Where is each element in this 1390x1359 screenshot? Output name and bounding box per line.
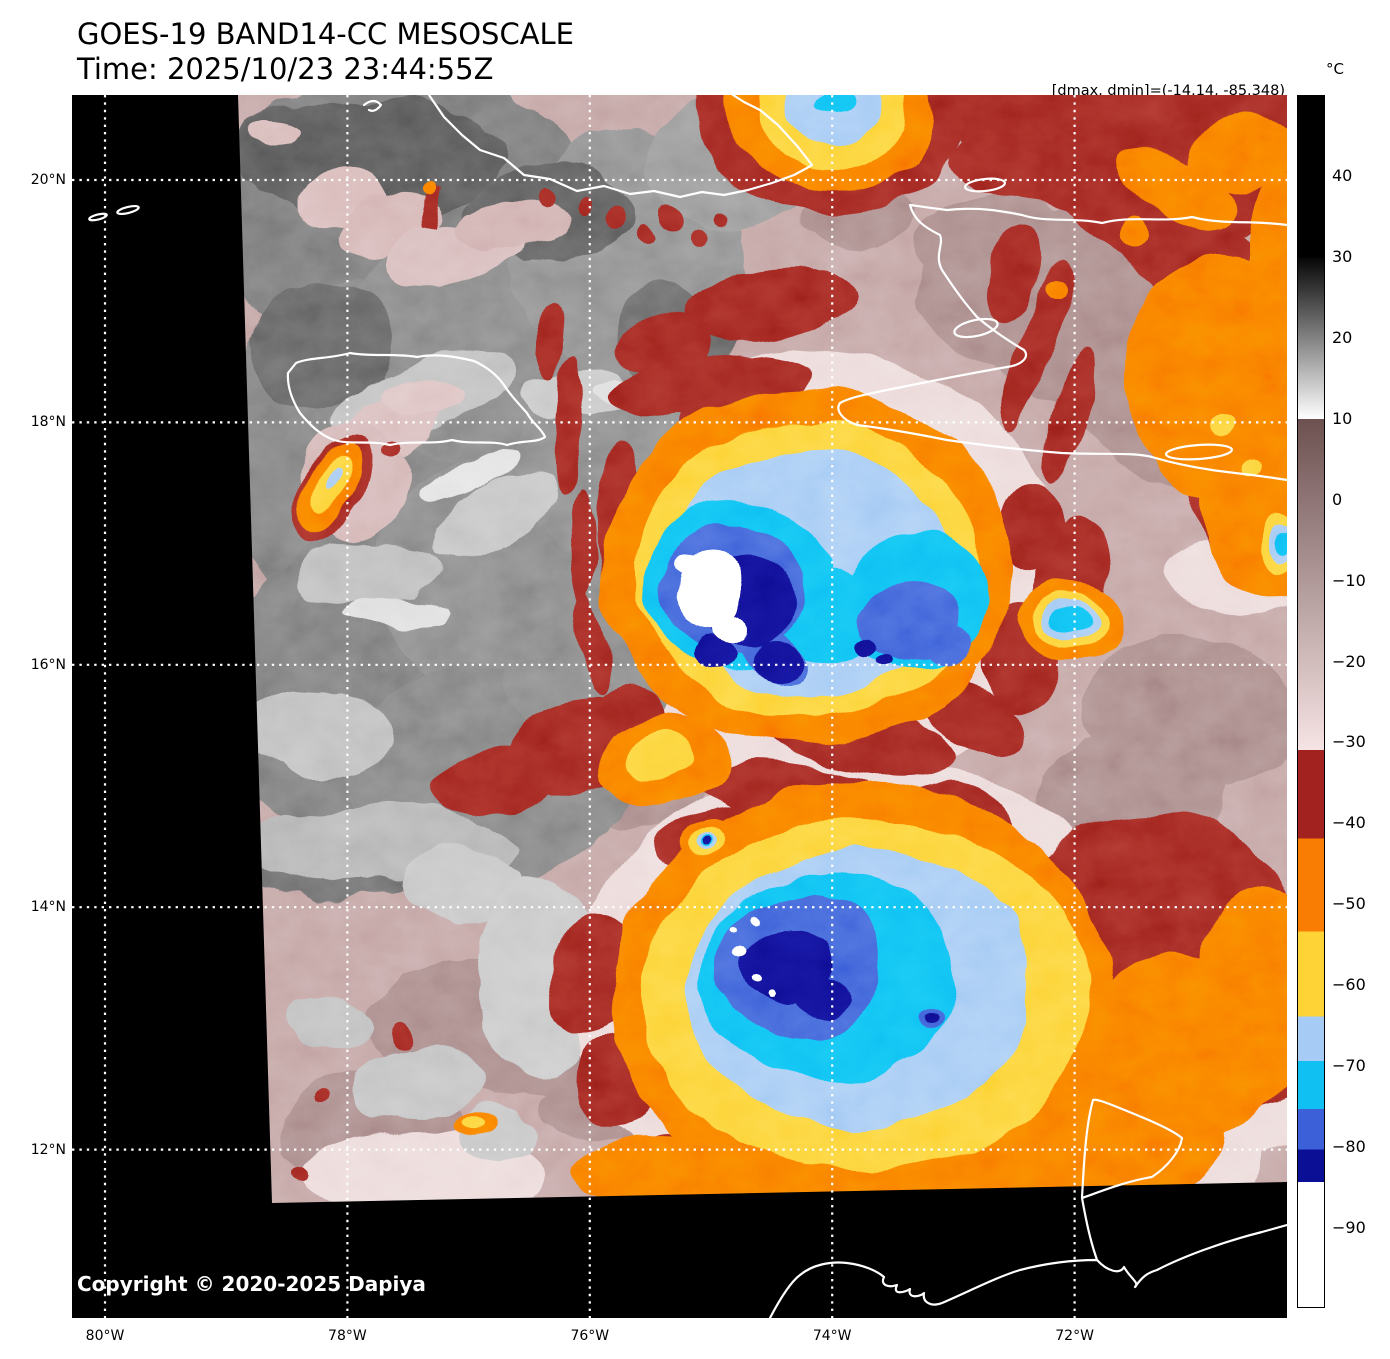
lon-axis-label: 74°W (812, 1328, 852, 1344)
coastline-cuba-cay (362, 99, 383, 112)
lat-axis-label: 12°N (30, 1141, 66, 1158)
colorbar-tick-label: −30 (1332, 732, 1366, 752)
colorbar-tick-label: 0 (1332, 489, 1343, 509)
colorbar-tick-label: −50 (1332, 894, 1366, 914)
lon-axis-label: 78°W (328, 1328, 367, 1344)
coastline-lake-enriquillo (1164, 443, 1234, 461)
product-timestamp: Time: 2025/10/23 23:44:55Z (77, 52, 494, 86)
lat-axis-label: 20°N (30, 172, 66, 188)
copyright-watermark: Copyright © 2020-2025 Dapiya (77, 1272, 426, 1296)
colorbar-tick-label: 10 (1332, 408, 1353, 428)
colorbar-tick-label: −70 (1332, 1056, 1366, 1076)
colorbar-tick-label: −80 (1332, 1137, 1366, 1157)
colorbar-tick-label: 20 (1332, 327, 1353, 347)
coastline-little-cayman (116, 204, 140, 216)
product-title: GOES-19 BAND14-CC MESOSCALE (77, 17, 575, 51)
colorbar-tick-label: −10 (1332, 570, 1366, 590)
coastline-cuba (427, 93, 814, 199)
colorbar-tick-label: −90 (1332, 1218, 1366, 1238)
coastline-guajira-peninsula (1080, 1098, 1184, 1262)
coastline-hispaniola (837, 203, 1289, 482)
coastlines-layer (88, 93, 1289, 1320)
latlon-gridlines (72, 95, 1287, 1318)
lat-axis-label: 18°N (30, 414, 66, 431)
satellite-imagery (72, 93, 1289, 1320)
lon-axis-label: 72°W (1055, 1328, 1094, 1344)
colorbar-tick-label: −40 (1332, 813, 1366, 833)
coastline-jamaica (286, 351, 547, 447)
coastline-cayman-brac (88, 212, 108, 222)
lat-axis-label: 14°N (30, 899, 66, 916)
colorbar-tick-label: 40 (1332, 165, 1353, 185)
lat-axis-label: 16°N (30, 656, 66, 673)
colorbar-unit-label: °C (1326, 60, 1344, 78)
ir-data-region (238, 95, 1287, 1203)
colorbar-tick-label: −60 (1332, 975, 1366, 995)
lon-axis-label: 80°W (85, 1328, 125, 1344)
grain-texture (238, 95, 1287, 1203)
coastline-gonave-island (953, 317, 999, 339)
colorbar-tick-label: −20 (1332, 651, 1366, 671)
colorbar-tick-label: 30 (1332, 246, 1353, 266)
satellite-map-plot: Copyright © 2020-2025 Dapiya (72, 93, 1289, 1320)
lon-axis-label: 76°W (570, 1328, 610, 1344)
colorbar-gradient (1297, 95, 1325, 1308)
coastline-colombia (768, 1223, 1289, 1320)
